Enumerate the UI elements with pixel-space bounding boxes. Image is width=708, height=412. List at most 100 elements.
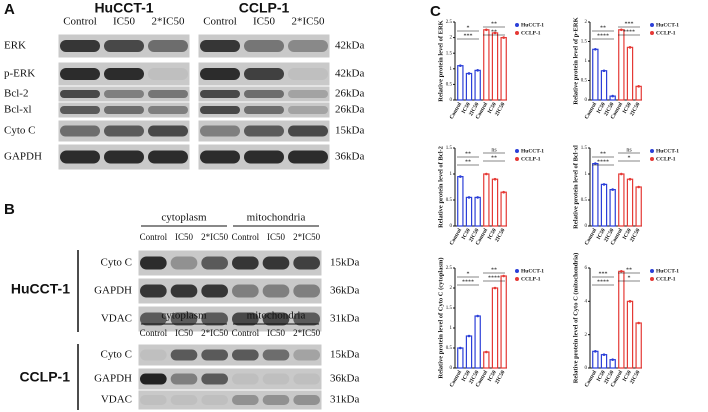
band bbox=[262, 312, 290, 326]
bar bbox=[618, 173, 625, 227]
legend-label: CCLP-1 bbox=[656, 30, 676, 36]
sig-label: ** bbox=[465, 159, 471, 165]
sig-label: **** bbox=[597, 279, 609, 285]
bar bbox=[500, 275, 507, 369]
bar bbox=[483, 173, 490, 227]
protein-label: GAPDH bbox=[94, 285, 132, 297]
size-label: 36kDa bbox=[330, 285, 359, 297]
y-tick-label: 2 bbox=[450, 36, 453, 41]
band bbox=[232, 256, 259, 270]
bar bbox=[491, 178, 499, 227]
protein-label: Cyto C bbox=[101, 349, 132, 361]
dot bbox=[620, 270, 623, 273]
protein-label: Cyto C bbox=[101, 257, 132, 269]
band bbox=[244, 40, 284, 52]
dot bbox=[620, 28, 623, 32]
y-tick-label: 4 bbox=[585, 299, 588, 304]
x-tick-label: IC50 bbox=[461, 227, 472, 240]
blot-title: CCLP-1 bbox=[239, 0, 290, 16]
dot bbox=[611, 188, 614, 191]
x-tick-label: IC50 bbox=[622, 101, 633, 114]
band bbox=[262, 373, 290, 385]
sig-label: **** bbox=[623, 29, 635, 35]
protein-label: VDAC bbox=[101, 313, 132, 325]
lane-label: 2*IC50 bbox=[201, 328, 229, 338]
dot bbox=[476, 196, 479, 199]
dot bbox=[476, 69, 479, 72]
sig-label: ** bbox=[491, 29, 497, 35]
legend-marker bbox=[515, 277, 519, 281]
band bbox=[60, 125, 100, 137]
legend-marker bbox=[515, 157, 519, 161]
y-tick-label: 6 bbox=[585, 266, 588, 271]
dot bbox=[459, 175, 462, 178]
band bbox=[60, 106, 100, 114]
blot-strip bbox=[137, 277, 323, 305]
band bbox=[201, 395, 228, 405]
band bbox=[148, 125, 188, 137]
y-tick-label: 1.5 bbox=[446, 146, 453, 151]
dot bbox=[493, 31, 497, 35]
bar bbox=[457, 65, 464, 101]
band bbox=[60, 90, 100, 98]
size-label: 26kDa bbox=[335, 104, 364, 116]
bar bbox=[626, 46, 634, 101]
legend-marker bbox=[515, 149, 519, 153]
legend-label: CCLP-1 bbox=[656, 276, 676, 282]
y-axis-label: Relative protein level of Bcl-xl bbox=[572, 145, 579, 229]
blot-strip bbox=[137, 305, 323, 333]
bar bbox=[457, 347, 464, 369]
y-tick-label: 0 bbox=[585, 98, 588, 103]
bar bbox=[592, 350, 599, 369]
dot bbox=[594, 48, 597, 51]
band bbox=[262, 349, 290, 361]
band bbox=[200, 125, 240, 137]
x-tick-label: IC50 bbox=[596, 101, 607, 114]
band bbox=[201, 256, 228, 270]
band bbox=[232, 373, 259, 385]
y-tick-label: 1 bbox=[450, 172, 453, 177]
x-tick-label: IC50 bbox=[596, 369, 607, 382]
sig-label: ** bbox=[465, 151, 471, 157]
y-tick-label: 1 bbox=[450, 326, 453, 331]
sig-label: *** bbox=[464, 33, 473, 39]
band bbox=[293, 312, 320, 326]
lane-label: IC50 bbox=[113, 16, 136, 28]
band bbox=[148, 40, 188, 52]
size-label: 26kDa bbox=[335, 88, 364, 100]
sig-label: **** bbox=[488, 275, 500, 281]
legend-marker bbox=[515, 31, 519, 35]
sig-label: ** bbox=[491, 155, 497, 161]
size-label: 42kDa bbox=[335, 68, 364, 80]
legend-marker bbox=[650, 23, 654, 27]
band bbox=[148, 106, 188, 114]
band bbox=[244, 68, 284, 80]
legend-label: CCLP-1 bbox=[521, 30, 541, 36]
sig-label: * bbox=[467, 25, 470, 31]
band bbox=[232, 349, 259, 361]
bar bbox=[491, 32, 499, 101]
y-tick-label: 1.5 bbox=[581, 146, 588, 151]
band bbox=[170, 349, 198, 361]
band bbox=[170, 312, 198, 326]
y-tick-label: 2 bbox=[585, 333, 588, 338]
size-label: 15kDa bbox=[335, 125, 364, 137]
sig-label: **** bbox=[597, 33, 609, 39]
size-label: 31kDa bbox=[330, 394, 359, 406]
legend-label: CCLP-1 bbox=[521, 156, 541, 162]
dot bbox=[594, 350, 597, 353]
y-tick-label: 0 bbox=[585, 224, 588, 229]
dot bbox=[485, 28, 488, 32]
lane-label: 2*IC50 bbox=[152, 16, 186, 28]
band bbox=[170, 395, 198, 405]
size-label: 36kDa bbox=[335, 151, 364, 163]
dot bbox=[602, 353, 606, 356]
lane-label: IC50 bbox=[175, 328, 194, 338]
band bbox=[288, 106, 328, 114]
bar bbox=[465, 196, 473, 227]
protein-label: p-ERK bbox=[4, 68, 35, 80]
legend-marker bbox=[650, 277, 654, 281]
sig-label: ** bbox=[600, 25, 606, 31]
legend-marker bbox=[515, 23, 519, 27]
bar bbox=[600, 70, 608, 101]
